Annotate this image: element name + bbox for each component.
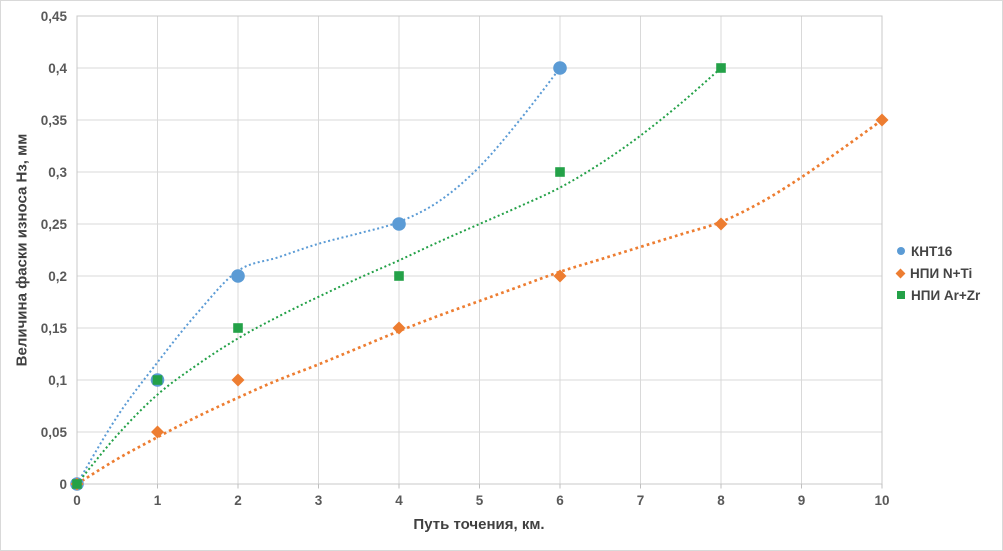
y-tick-label: 0,2 — [48, 268, 67, 284]
trendline-diamond — [76, 118, 883, 486]
y-tick-label: 0,15 — [40, 320, 67, 336]
x-tick-label: 4 — [395, 493, 403, 508]
data-point-marker — [716, 63, 726, 73]
y-tick-label: 0,4 — [48, 60, 67, 76]
legend-label: КНТ16 — [911, 243, 953, 259]
data-point-marker — [553, 61, 567, 75]
legend-square-icon — [897, 291, 905, 299]
y-tick-label: 0,35 — [40, 112, 67, 128]
x-tick-label: 6 — [556, 493, 564, 508]
y-axis-title: Величина фаски износа Нз, мм — [13, 133, 31, 367]
x-tick-label: 5 — [475, 493, 484, 508]
legend-item: НПИ Ar+Zr — [897, 286, 980, 304]
trendline-square — [76, 67, 722, 485]
y-tick-label: 0 — [59, 476, 67, 492]
legend: КНТ16 НПИ N+Ti НПИ Ar+Zr — [895, 242, 980, 304]
x-tick-label: 2 — [234, 493, 242, 508]
legend-label: НПИ N+Ti — [910, 265, 973, 281]
data-point-marker — [152, 375, 163, 385]
data-point-marker — [231, 373, 245, 387]
x-tick-label: 3 — [314, 493, 323, 508]
y-tick-label: 0,3 — [48, 164, 67, 180]
trendline-circle — [76, 67, 561, 485]
y-tick-label: 0,45 — [40, 8, 67, 24]
data-point-marker — [72, 479, 82, 489]
x-axis-title: Путь точения, км. — [413, 516, 545, 533]
data-point-marker — [553, 269, 567, 283]
y-tick-label: 0,1 — [48, 372, 67, 388]
legend-item: НПИ N+Ti — [895, 264, 980, 282]
x-tick-label: 1 — [153, 493, 162, 508]
data-point-marker — [392, 217, 406, 231]
x-tick-label: 7 — [636, 493, 645, 508]
data-point-marker — [392, 321, 406, 335]
legend-label: НПИ Ar+Zr — [911, 287, 981, 303]
x-tick-label: 10 — [874, 493, 890, 508]
data-point-marker — [555, 167, 565, 177]
x-tick-label: 9 — [797, 493, 806, 508]
x-tick-label: 8 — [717, 493, 725, 508]
y-tick-label: 0,05 — [40, 424, 67, 440]
data-point-marker — [231, 269, 245, 283]
legend-diamond-icon — [895, 268, 906, 278]
legend-circle-icon — [897, 247, 905, 255]
legend-item: КНТ16 — [897, 242, 980, 260]
x-tick-label: 0 — [73, 493, 81, 508]
data-point-marker — [150, 425, 165, 439]
data-point-marker — [233, 323, 243, 333]
data-point-marker — [394, 271, 404, 281]
y-tick-label: 0,25 — [40, 216, 67, 232]
